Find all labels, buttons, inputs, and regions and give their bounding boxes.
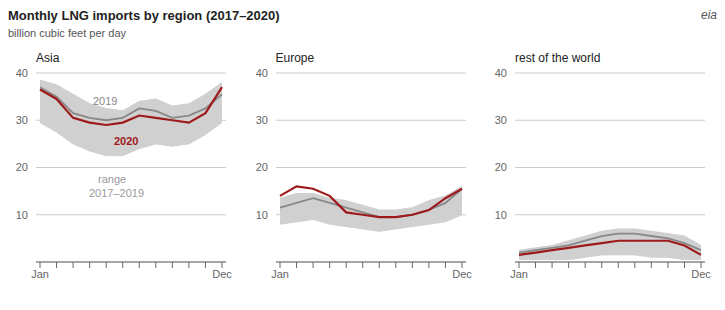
svg-text:30: 30 (16, 114, 28, 126)
svg-text:Dec: Dec (212, 268, 232, 280)
svg-text:30: 30 (495, 114, 507, 126)
svg-text:40: 40 (16, 67, 28, 79)
svg-text:10: 10 (255, 209, 267, 221)
svg-text:10: 10 (16, 209, 28, 221)
html-text:2017–2019: 2017–2019 (89, 187, 145, 199)
svg-text:Jan: Jan (510, 268, 528, 280)
svg-text:30: 30 (255, 114, 267, 126)
html-text:billion cubic feet per day: billion cubic feet per day (8, 27, 126, 39)
svg-text:40: 40 (255, 67, 267, 79)
html-text:Europe: Europe (275, 51, 315, 65)
html-text:eia: eia (701, 8, 717, 22)
svg-text:Jan: Jan (31, 268, 49, 280)
svg-text:10: 10 (495, 209, 507, 221)
html-text:rest of the world: rest of the world (515, 51, 601, 65)
svg-text:40: 40 (495, 67, 507, 79)
svg-text:20: 20 (16, 161, 28, 173)
html-text:2019: 2019 (93, 95, 118, 107)
html-text:range: range (98, 173, 127, 185)
html-text:Monthly LNG imports by region: Monthly LNG imports by region (2017–2020… (8, 8, 280, 23)
svg-text:Dec: Dec (691, 268, 711, 280)
html-text:Asia: Asia (36, 51, 60, 65)
svg-text:Jan: Jan (271, 268, 289, 280)
svg-text:20: 20 (495, 161, 507, 173)
svg-text:20: 20 (255, 161, 267, 173)
svg-text:Dec: Dec (452, 268, 472, 280)
html-text:2020: 2020 (114, 135, 139, 147)
